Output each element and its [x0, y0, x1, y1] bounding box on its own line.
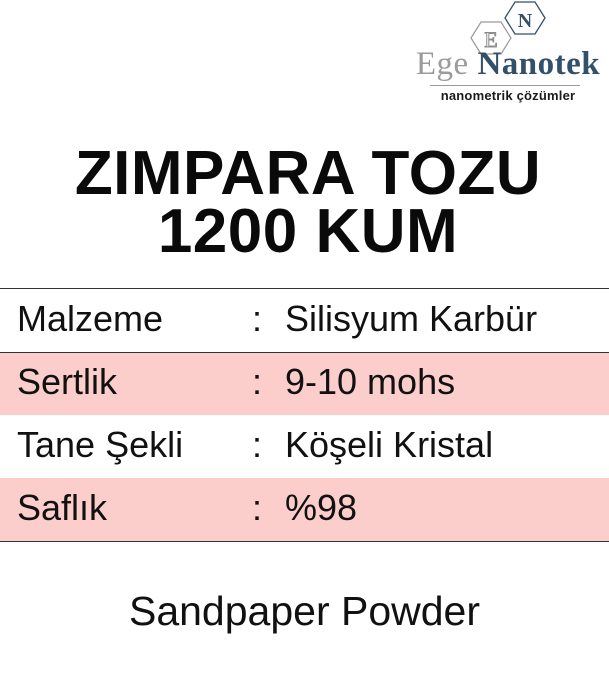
svg-text:N: N: [518, 10, 533, 32]
